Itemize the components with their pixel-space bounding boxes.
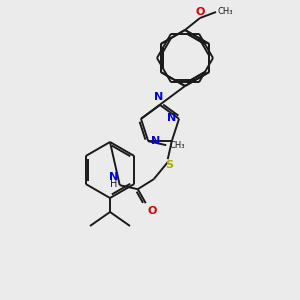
Text: N: N [109, 172, 118, 182]
Text: CH₃: CH₃ [218, 8, 233, 16]
Text: O: O [195, 7, 205, 17]
Text: S: S [165, 160, 173, 170]
Text: O: O [148, 206, 157, 216]
Text: CH₃: CH₃ [169, 141, 185, 150]
Text: N: N [151, 136, 160, 146]
Text: N: N [167, 113, 176, 123]
Text: N: N [154, 92, 164, 102]
Text: H: H [110, 179, 118, 189]
